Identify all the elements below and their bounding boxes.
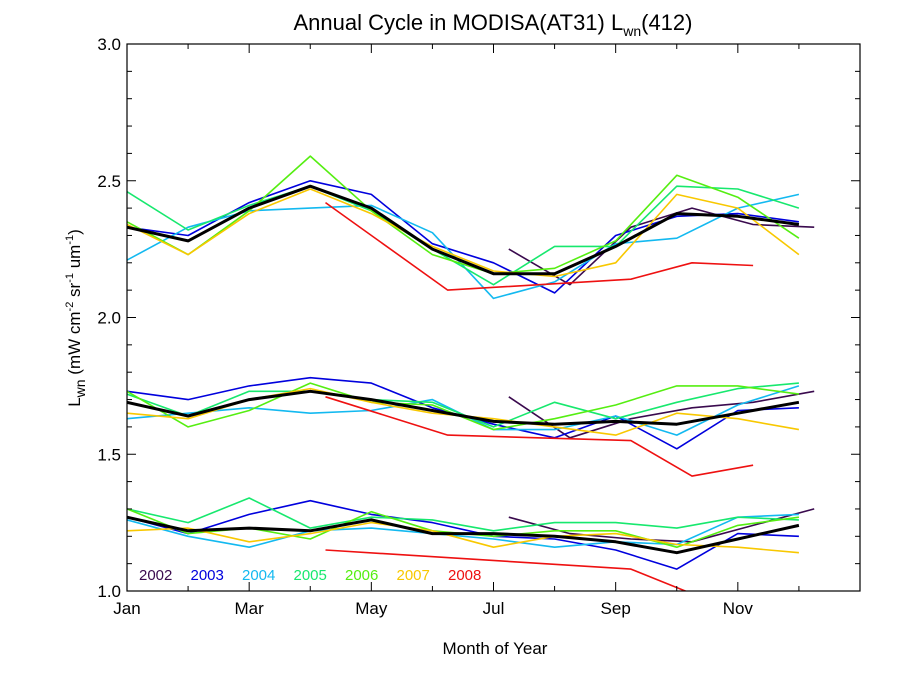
- x-axis-label: Month of Year: [443, 639, 548, 658]
- x-tick-label: Jul: [483, 599, 505, 618]
- line-mean-band-2: [127, 515, 800, 555]
- y-axis-label: Lwn (mW cm-2 sr-1 um-1): [64, 229, 88, 407]
- chart-title: Annual Cycle in MODISA(AT31) Lwn(412): [294, 10, 693, 39]
- series-2002: [508, 207, 815, 543]
- line-2003-band-1: [127, 376, 799, 450]
- x-tick-label: Nov: [723, 599, 754, 618]
- line-2008-band-2: [325, 549, 688, 591]
- line-2005-band-2: [127, 497, 799, 532]
- legend-item-2003: 2003: [191, 567, 224, 584]
- line-2007-band-1: [127, 387, 800, 436]
- line-2003-band-2: [127, 499, 799, 570]
- x-tick-label: Sep: [601, 599, 631, 618]
- line-2008-band-1: [325, 396, 754, 477]
- legend-item-2005: 2005: [294, 567, 327, 584]
- series-2003: [127, 180, 800, 570]
- line-2002-band-1: [508, 390, 815, 439]
- series-mean: [127, 184, 800, 555]
- y-axis: 1.0 1.5 2.0 2.5 3.0: [97, 35, 860, 601]
- line-2007-band-2: [127, 521, 799, 554]
- line-2004-band-2: [127, 513, 799, 549]
- y-tick-label: 2.0: [97, 309, 121, 328]
- plot-frame: [126, 43, 861, 592]
- y-tick-label: 1.0: [97, 582, 121, 601]
- line-2003-band-0: [127, 180, 800, 294]
- y-tick-label: 3.0: [97, 35, 121, 54]
- legend-item-2008: 2008: [448, 567, 481, 584]
- x-tick-label: Mar: [235, 599, 265, 618]
- y-tick-label: 2.5: [97, 172, 121, 191]
- x-axis: Jan Mar May Jul Sep Nov: [113, 44, 861, 618]
- legend-item-2006: 2006: [345, 567, 378, 584]
- legend-item-2007: 2007: [397, 567, 430, 584]
- line-2008-band-0: [325, 201, 754, 291]
- legend-item-2002: 2002: [139, 567, 172, 584]
- series-2007: [127, 188, 800, 554]
- legend-item-2004: 2004: [242, 567, 275, 584]
- line-mean-band-0: [127, 184, 800, 276]
- x-tick-label: Jan: [113, 599, 140, 618]
- line-2004-band-1: [127, 385, 800, 436]
- series-2005: [127, 185, 800, 532]
- series-2004: [127, 193, 800, 549]
- y-tick-label: 1.5: [97, 445, 121, 464]
- line-2005-band-0: [127, 185, 800, 286]
- x-tick-label: May: [355, 599, 388, 618]
- legend: 2002 2003 2004 2005 2006 2007 2008: [139, 567, 481, 584]
- series-layer: [127, 155, 815, 591]
- series-2008: [325, 201, 754, 591]
- line-mean-band-1: [127, 389, 800, 426]
- line-2007-band-0: [127, 188, 800, 278]
- line-2006-band-0: [127, 155, 800, 275]
